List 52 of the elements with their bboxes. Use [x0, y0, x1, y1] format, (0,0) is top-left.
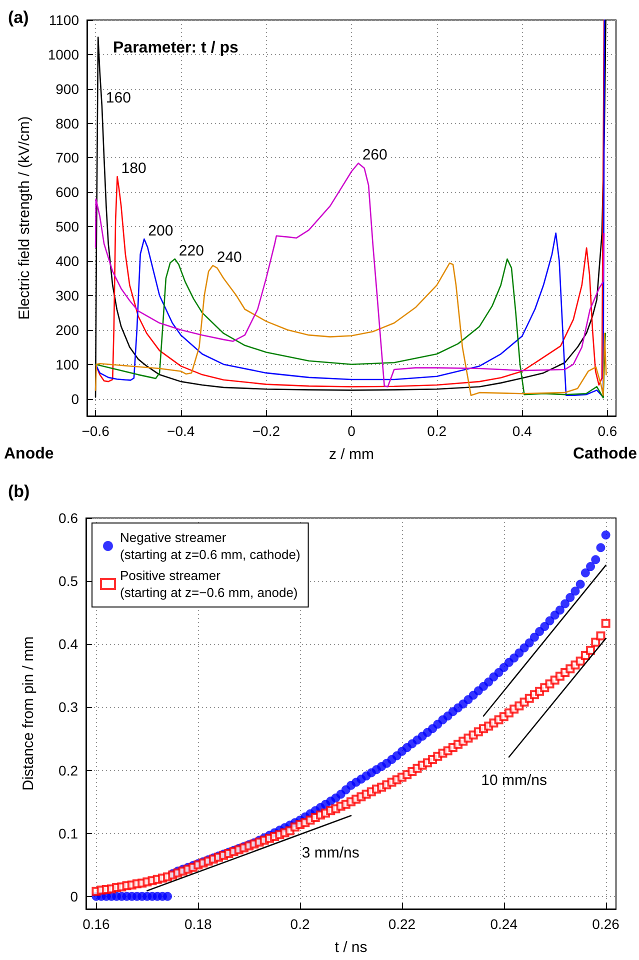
- y-tick-label: 1000: [48, 46, 80, 62]
- line-series: [94, 162, 605, 388]
- y-tick-label: 600: [56, 184, 80, 200]
- y-tick-label: 800: [56, 115, 80, 132]
- y-tick-label: 0.5: [58, 573, 78, 590]
- y-tick-label: 0.1: [58, 825, 78, 842]
- y-axis-title: Distance from pin / mm: [20, 636, 37, 791]
- y-tick-label: 0: [70, 888, 78, 904]
- y-tick-label: 1100: [48, 12, 80, 28]
- legend-title: Parameter: t / ps: [113, 40, 238, 56]
- series-label: 240: [216, 249, 242, 266]
- x-tick-label: 0.22: [388, 916, 416, 932]
- series-label: 180: [121, 160, 146, 178]
- series-label: 200: [148, 222, 174, 240]
- x-tick-label: 0.16: [82, 916, 110, 932]
- y-tick-label: 300: [56, 287, 80, 304]
- x-axis-title: t / ns: [334, 939, 368, 956]
- x-tick-label: 0.2: [427, 423, 447, 439]
- x-tick-label: 0.18: [184, 916, 212, 932]
- x-tick-label: 0.24: [490, 916, 518, 932]
- x-tick-label: 0: [348, 423, 356, 439]
- legend-label: Positive streamer (starting at z=−0.6 mm, anode): [120, 568, 298, 600]
- y-tick-label: 400: [56, 253, 80, 270]
- text: Anode: [4, 446, 54, 462]
- annotation: 3 mm/ns: [302, 844, 360, 862]
- x-tick-label: −0.4: [167, 423, 195, 439]
- chart-title: (b): [8, 482, 30, 501]
- y-tick-label: 200: [56, 322, 80, 338]
- y-tick-label: 500: [56, 218, 80, 235]
- y-tick-label: 0: [71, 390, 80, 407]
- x-tick-label: 0.4: [512, 423, 532, 439]
- series-label: 160: [106, 90, 131, 107]
- y-tick-label: 100: [56, 356, 80, 372]
- x-tick-label: 0.26: [592, 916, 620, 932]
- x-tick-label: 0.2: [290, 916, 310, 932]
- x-tick-label: 0.6: [598, 423, 618, 439]
- y-axis-title: Electric field strength / (kV/cm): [16, 116, 33, 320]
- y-tick-label: 900: [56, 80, 80, 97]
- y-tick-label: 0.6: [58, 510, 78, 526]
- annotation: 10 mm/ns: [481, 772, 548, 790]
- y-tick-label: 0.3: [58, 699, 78, 716]
- chart-title: (a): [8, 8, 29, 27]
- y-tick-label: 0.2: [58, 762, 78, 778]
- text: Cathode: [573, 446, 638, 462]
- legend-label: Negative streamer (starting at z=0.6 mm, cathode): [120, 530, 300, 562]
- x-tick-label: −0.6: [82, 423, 110, 439]
- x-tick-label: −0.2: [252, 423, 280, 439]
- series-label: 260: [362, 146, 388, 164]
- x-axis-title: z / mm: [329, 446, 374, 463]
- series-label: 220: [178, 242, 204, 260]
- y-tick-label: 700: [56, 150, 80, 166]
- y-tick-label: 0.4: [58, 636, 78, 652]
